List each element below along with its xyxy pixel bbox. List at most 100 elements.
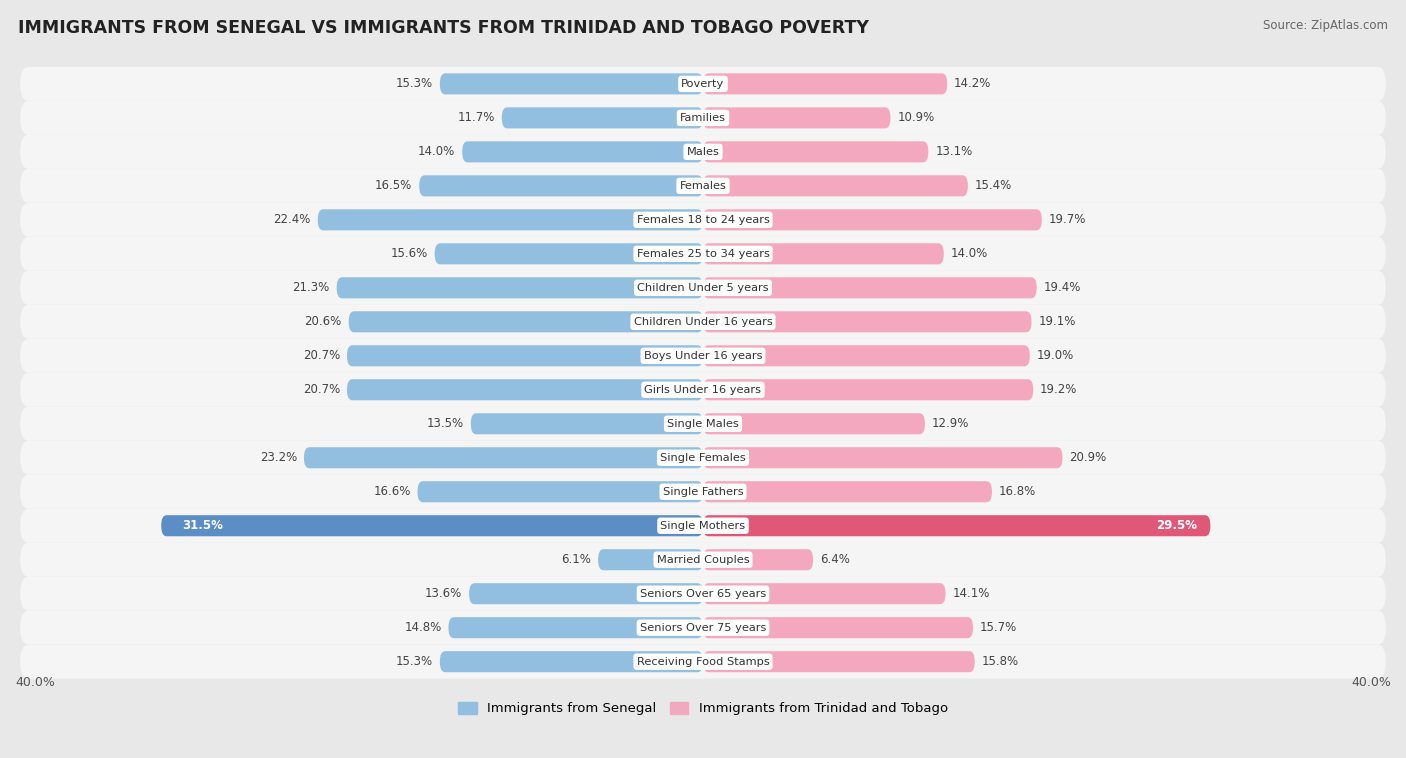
Text: 15.3%: 15.3% xyxy=(396,655,433,669)
FancyBboxPatch shape xyxy=(318,209,703,230)
Text: 19.7%: 19.7% xyxy=(1049,213,1085,227)
FancyBboxPatch shape xyxy=(20,475,1386,509)
FancyBboxPatch shape xyxy=(20,271,1386,305)
Text: Source: ZipAtlas.com: Source: ZipAtlas.com xyxy=(1263,19,1388,32)
FancyBboxPatch shape xyxy=(20,169,1386,203)
FancyBboxPatch shape xyxy=(703,379,1033,400)
Text: 15.7%: 15.7% xyxy=(980,622,1017,634)
FancyBboxPatch shape xyxy=(20,236,1386,271)
Text: 22.4%: 22.4% xyxy=(273,213,311,227)
Text: 23.2%: 23.2% xyxy=(260,451,297,464)
FancyBboxPatch shape xyxy=(162,515,703,536)
FancyBboxPatch shape xyxy=(703,108,890,128)
Text: 40.0%: 40.0% xyxy=(1351,676,1391,689)
FancyBboxPatch shape xyxy=(598,550,703,570)
Text: 20.7%: 20.7% xyxy=(302,384,340,396)
Text: 29.5%: 29.5% xyxy=(1156,519,1197,532)
Text: Children Under 16 years: Children Under 16 years xyxy=(634,317,772,327)
FancyBboxPatch shape xyxy=(703,209,1042,230)
FancyBboxPatch shape xyxy=(20,577,1386,611)
FancyBboxPatch shape xyxy=(703,447,1063,468)
FancyBboxPatch shape xyxy=(20,611,1386,645)
Text: Females 18 to 24 years: Females 18 to 24 years xyxy=(637,215,769,225)
Text: 13.5%: 13.5% xyxy=(427,417,464,431)
FancyBboxPatch shape xyxy=(20,101,1386,135)
Text: 21.3%: 21.3% xyxy=(292,281,330,294)
FancyBboxPatch shape xyxy=(703,550,813,570)
FancyBboxPatch shape xyxy=(20,509,1386,543)
Text: 16.5%: 16.5% xyxy=(375,180,412,193)
Text: 14.2%: 14.2% xyxy=(955,77,991,90)
FancyBboxPatch shape xyxy=(20,645,1386,678)
FancyBboxPatch shape xyxy=(20,305,1386,339)
Text: Single Males: Single Males xyxy=(666,418,740,429)
Text: Families: Families xyxy=(681,113,725,123)
FancyBboxPatch shape xyxy=(703,617,973,638)
Text: Seniors Over 65 years: Seniors Over 65 years xyxy=(640,589,766,599)
Text: 19.0%: 19.0% xyxy=(1036,349,1074,362)
Text: IMMIGRANTS FROM SENEGAL VS IMMIGRANTS FROM TRINIDAD AND TOBAGO POVERTY: IMMIGRANTS FROM SENEGAL VS IMMIGRANTS FR… xyxy=(18,19,869,37)
FancyBboxPatch shape xyxy=(20,373,1386,407)
FancyBboxPatch shape xyxy=(304,447,703,468)
FancyBboxPatch shape xyxy=(336,277,703,299)
FancyBboxPatch shape xyxy=(20,339,1386,373)
FancyBboxPatch shape xyxy=(440,74,703,95)
FancyBboxPatch shape xyxy=(703,583,945,604)
FancyBboxPatch shape xyxy=(449,617,703,638)
FancyBboxPatch shape xyxy=(703,651,974,672)
FancyBboxPatch shape xyxy=(471,413,703,434)
FancyBboxPatch shape xyxy=(419,175,703,196)
FancyBboxPatch shape xyxy=(347,345,703,366)
FancyBboxPatch shape xyxy=(440,651,703,672)
Text: 15.3%: 15.3% xyxy=(396,77,433,90)
FancyBboxPatch shape xyxy=(502,108,703,128)
Text: Girls Under 16 years: Girls Under 16 years xyxy=(644,385,762,395)
Text: Seniors Over 75 years: Seniors Over 75 years xyxy=(640,622,766,633)
Legend: Immigrants from Senegal, Immigrants from Trinidad and Tobago: Immigrants from Senegal, Immigrants from… xyxy=(458,702,948,716)
FancyBboxPatch shape xyxy=(470,583,703,604)
FancyBboxPatch shape xyxy=(703,243,943,265)
FancyBboxPatch shape xyxy=(703,515,1211,536)
FancyBboxPatch shape xyxy=(347,379,703,400)
FancyBboxPatch shape xyxy=(703,175,967,196)
Text: 15.8%: 15.8% xyxy=(981,655,1019,669)
Text: 14.0%: 14.0% xyxy=(950,247,988,260)
Text: Males: Males xyxy=(686,147,720,157)
Text: 31.5%: 31.5% xyxy=(181,519,222,532)
Text: Children Under 5 years: Children Under 5 years xyxy=(637,283,769,293)
Text: Receiving Food Stamps: Receiving Food Stamps xyxy=(637,656,769,667)
Text: 6.1%: 6.1% xyxy=(561,553,591,566)
Text: 15.6%: 15.6% xyxy=(391,247,427,260)
FancyBboxPatch shape xyxy=(418,481,703,503)
Text: 14.0%: 14.0% xyxy=(418,146,456,158)
FancyBboxPatch shape xyxy=(20,203,1386,236)
Text: Poverty: Poverty xyxy=(682,79,724,89)
FancyBboxPatch shape xyxy=(703,74,948,95)
FancyBboxPatch shape xyxy=(349,312,703,332)
Text: Single Fathers: Single Fathers xyxy=(662,487,744,496)
FancyBboxPatch shape xyxy=(20,135,1386,169)
FancyBboxPatch shape xyxy=(703,312,1032,332)
FancyBboxPatch shape xyxy=(20,407,1386,440)
Text: Females: Females xyxy=(679,181,727,191)
Text: 15.4%: 15.4% xyxy=(974,180,1012,193)
Text: Single Females: Single Females xyxy=(661,453,745,462)
Text: 10.9%: 10.9% xyxy=(897,111,935,124)
Text: 19.1%: 19.1% xyxy=(1039,315,1076,328)
Text: 20.7%: 20.7% xyxy=(302,349,340,362)
Text: 12.9%: 12.9% xyxy=(932,417,969,431)
Text: 14.8%: 14.8% xyxy=(405,622,441,634)
FancyBboxPatch shape xyxy=(703,481,993,503)
Text: Boys Under 16 years: Boys Under 16 years xyxy=(644,351,762,361)
Text: 40.0%: 40.0% xyxy=(15,676,55,689)
FancyBboxPatch shape xyxy=(703,141,928,162)
Text: 13.6%: 13.6% xyxy=(425,587,463,600)
Text: Single Mothers: Single Mothers xyxy=(661,521,745,531)
Text: 19.2%: 19.2% xyxy=(1040,384,1077,396)
Text: Females 25 to 34 years: Females 25 to 34 years xyxy=(637,249,769,258)
Text: 14.1%: 14.1% xyxy=(952,587,990,600)
FancyBboxPatch shape xyxy=(20,543,1386,577)
FancyBboxPatch shape xyxy=(20,440,1386,475)
Text: 16.8%: 16.8% xyxy=(998,485,1036,498)
Text: Married Couples: Married Couples xyxy=(657,555,749,565)
